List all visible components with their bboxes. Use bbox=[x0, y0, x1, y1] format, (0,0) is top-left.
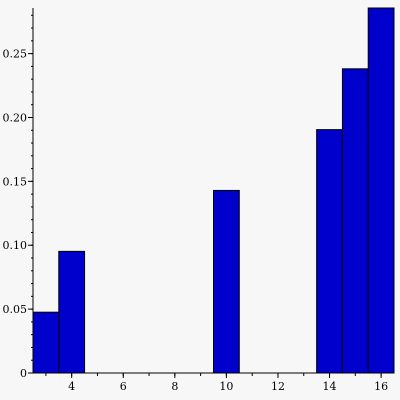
x-tick-label: 4 bbox=[68, 380, 75, 393]
bars-group bbox=[32, 7, 395, 374]
x-tick-label: 14 bbox=[323, 380, 337, 393]
x-tick-label: 12 bbox=[271, 380, 285, 393]
bar-16 bbox=[367, 7, 395, 374]
y-tick-label: 0.15 bbox=[3, 175, 28, 188]
x-tick-label: 8 bbox=[171, 380, 178, 393]
y-axis: 0 0.05 0.10 0.15 0.20 0.25 bbox=[3, 8, 34, 380]
bar-4 bbox=[58, 250, 86, 374]
bar-15 bbox=[341, 68, 369, 374]
y-tick-label: 0.10 bbox=[3, 239, 28, 252]
y-tick-label: 0.05 bbox=[3, 303, 28, 316]
x-tick-label: 6 bbox=[120, 380, 127, 393]
bar-10 bbox=[213, 189, 240, 374]
y-tick-label: 0 bbox=[20, 367, 27, 380]
y-tick-label: 0.25 bbox=[3, 48, 28, 61]
bar-14 bbox=[316, 129, 343, 374]
x-tick-label: 16 bbox=[374, 380, 388, 393]
bar-3 bbox=[32, 311, 60, 374]
y-tick-label: 0.20 bbox=[3, 111, 28, 124]
x-tick-label: 10 bbox=[219, 380, 233, 393]
x-axis: 4 6 8 10 12 14 16 bbox=[33, 372, 394, 393]
